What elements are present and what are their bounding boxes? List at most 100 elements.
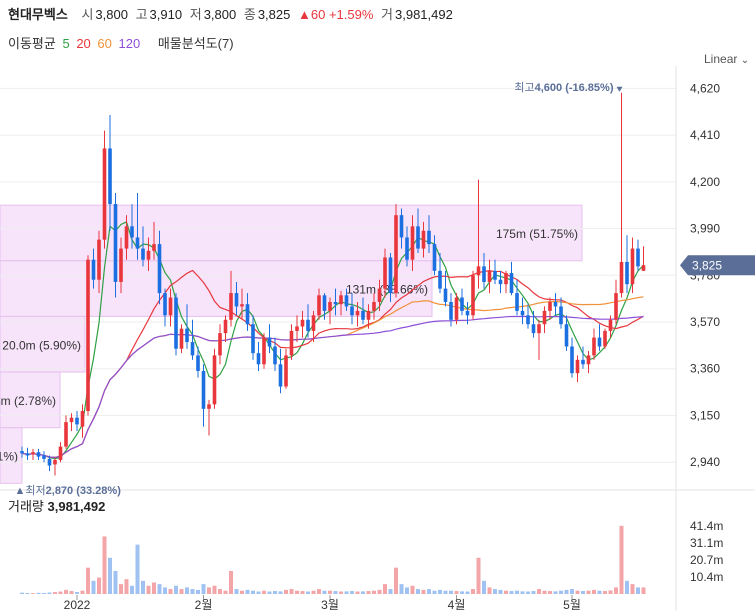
price-header: 현대무벡스 시 3,800 고 3,910 저 3,800 종 3,825 ▲60 +1… xyxy=(8,4,457,22)
y-tick-label: 3,150 xyxy=(690,408,720,422)
volume-bar xyxy=(531,591,536,594)
volume-bar xyxy=(234,589,239,594)
volume-bar xyxy=(432,590,437,594)
ma-legend[interactable]: 이동평균 5 20 60 120 매물분석도(7) xyxy=(8,33,237,52)
candle-body xyxy=(553,301,558,307)
candle-body xyxy=(350,306,354,316)
volume-bar xyxy=(421,589,426,594)
candle-body xyxy=(542,310,547,325)
volume-bar xyxy=(504,590,508,594)
scale-label: Linear xyxy=(704,52,738,66)
candle-body xyxy=(141,248,145,260)
annotations: 3,825 최고4,600 (-16.85%) ▲최저2,870 (33.28%) xyxy=(15,81,755,497)
volume-bar xyxy=(586,590,591,594)
candle-body xyxy=(581,359,585,365)
candle-body xyxy=(575,359,580,374)
candle-body xyxy=(608,319,613,331)
max-annotation-value: 4,600 (-16.85%) xyxy=(535,82,614,94)
candle-body xyxy=(240,304,244,307)
volume-profile-toggle[interactable]: 매물분석도(7) xyxy=(157,36,234,51)
moving-averages xyxy=(21,221,644,460)
candle-body xyxy=(31,452,35,455)
volume-bar xyxy=(460,591,464,594)
volume-bar xyxy=(207,587,211,594)
candle-body xyxy=(262,337,266,365)
candle-body xyxy=(157,244,162,294)
close-value: 3,825 xyxy=(257,7,291,22)
volume-bar xyxy=(636,587,640,594)
y-tick-label: 4,620 xyxy=(690,81,720,95)
candle-body xyxy=(251,324,255,354)
volume-bar xyxy=(630,584,635,594)
volume-profile-label: 9.43m (2.78%) xyxy=(0,394,56,408)
min-annotation-value: 2,870 (33.28%) xyxy=(46,485,122,497)
candle-body xyxy=(47,458,52,466)
volume-bar xyxy=(97,577,101,594)
volume-bar xyxy=(289,589,294,594)
y-tick-label: 3,570 xyxy=(690,315,720,329)
volume-bar xyxy=(141,580,145,594)
volume-bar xyxy=(300,591,305,594)
close-label: 종 xyxy=(243,7,256,22)
candle-body xyxy=(509,273,514,294)
candle-body xyxy=(163,293,167,316)
candle-body xyxy=(69,417,74,423)
ma-5[interactable]: 5 xyxy=(62,36,70,51)
volume-bar xyxy=(570,589,574,594)
ma-120[interactable]: 120 xyxy=(118,36,141,51)
volume-bar xyxy=(284,589,288,594)
candle-body xyxy=(108,148,112,205)
x-tick-label: 2월 xyxy=(195,598,213,611)
volume-bar xyxy=(388,589,393,594)
volume-tick-label: 20.7m xyxy=(690,553,723,567)
volume-bar xyxy=(174,585,178,594)
candle-body xyxy=(377,288,382,302)
volume-bar xyxy=(465,591,470,594)
candle-body xyxy=(311,315,316,331)
candle-body xyxy=(267,337,272,347)
volume-bar xyxy=(597,590,602,594)
ma-60[interactable]: 60 xyxy=(97,36,112,51)
candle-body xyxy=(201,370,206,409)
candle-body xyxy=(548,301,552,311)
volume-bar xyxy=(493,589,497,594)
x-tick-label: 5월 xyxy=(563,598,581,611)
axes: 4,6204,4104,2003,9903,7803,5703,3603,150… xyxy=(0,66,755,611)
chevron-down-icon: ⌄ xyxy=(740,55,750,66)
candle-body xyxy=(152,244,156,251)
volume-bar xyxy=(559,590,563,594)
candle-body xyxy=(410,226,415,260)
stock-name: 현대무벡스 xyxy=(8,7,68,22)
volume-bar xyxy=(75,592,79,594)
candle-body xyxy=(196,355,200,371)
candle-body xyxy=(278,364,283,387)
volume-bar xyxy=(108,557,112,594)
volume-bar xyxy=(124,579,129,594)
volume-bar xyxy=(553,591,558,594)
candle-body xyxy=(355,310,360,316)
candle-body xyxy=(476,266,481,276)
max-annotation-label: 최고 xyxy=(514,81,534,94)
volume-bar xyxy=(36,592,41,594)
volume-bar xyxy=(273,591,277,594)
min-annotation: ▲최저2,870 (33.28%) xyxy=(15,484,122,497)
volume-bar xyxy=(317,589,321,594)
volume-bar xyxy=(295,590,299,594)
candle-body xyxy=(421,230,426,249)
volume-bar xyxy=(603,591,607,594)
volume-profile-bar xyxy=(0,315,86,373)
volume-bar xyxy=(146,585,151,594)
scale-dropdown[interactable]: Linear ⌄ xyxy=(704,52,749,66)
y-tick-label: 3,990 xyxy=(690,222,720,236)
volume-bar xyxy=(256,591,261,594)
candle-body xyxy=(333,301,338,305)
candle-body xyxy=(531,324,536,334)
volume-bar xyxy=(482,580,486,594)
candle-body xyxy=(130,226,134,238)
candle-body xyxy=(25,453,30,456)
candle-body xyxy=(344,295,349,307)
candle-body xyxy=(641,265,646,271)
volume-bar xyxy=(454,591,459,594)
ma-20[interactable]: 20 xyxy=(76,36,91,51)
